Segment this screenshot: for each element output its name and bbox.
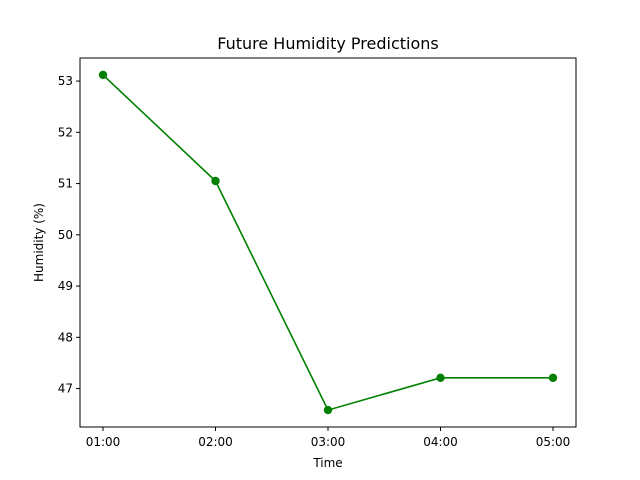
data-point bbox=[323, 405, 333, 415]
ticks-layer: 01:00 02:00 03:00 04:00 05:00 47 48 49 50 51 52 53 bbox=[58, 74, 571, 449]
y-tick-label: 52 bbox=[58, 125, 73, 139]
x-tick-label: 04:00 bbox=[423, 435, 458, 449]
data-point bbox=[436, 373, 445, 382]
y-tick-label: 50 bbox=[58, 228, 73, 242]
y-tick-label: 51 bbox=[58, 177, 73, 191]
y-tick-label: 53 bbox=[58, 74, 73, 88]
y-tick-label: 48 bbox=[58, 330, 73, 344]
data-point bbox=[548, 373, 558, 382]
y-axis-label: Humidity (%) bbox=[32, 203, 46, 282]
x-tick-label: 02:00 bbox=[198, 435, 233, 449]
plot-frame bbox=[79, 57, 577, 428]
x-tick-label: 01:00 bbox=[86, 435, 121, 449]
series-layer bbox=[98, 70, 558, 415]
x-tick-label: 05:00 bbox=[536, 435, 571, 449]
x-axis-label: Time bbox=[312, 456, 342, 470]
y-tick-label: 49 bbox=[58, 279, 73, 293]
x-tick-label: 03:00 bbox=[311, 435, 346, 449]
y-tick-label: 47 bbox=[58, 382, 73, 396]
data-point bbox=[98, 70, 108, 80]
chart-title: Future Humidity Predictions bbox=[217, 34, 439, 53]
data-point bbox=[211, 176, 220, 186]
